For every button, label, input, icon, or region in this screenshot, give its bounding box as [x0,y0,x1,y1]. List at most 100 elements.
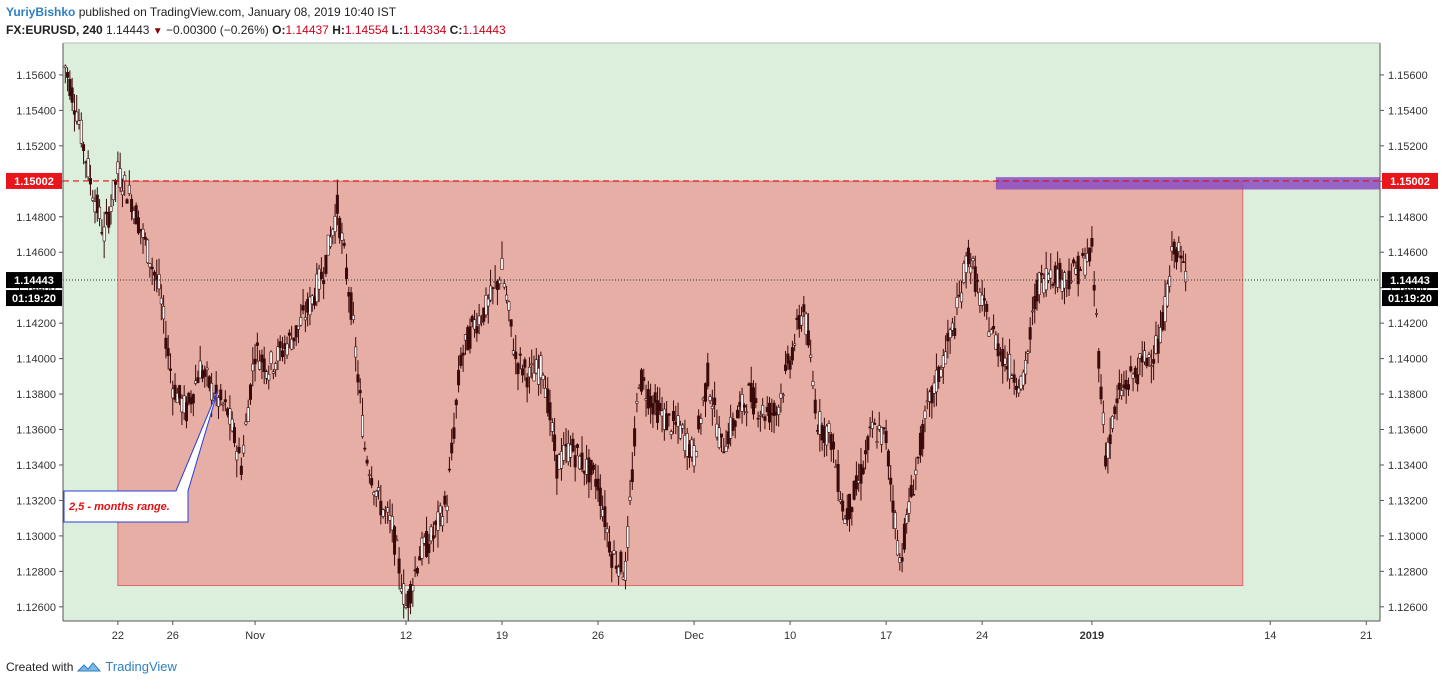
candle-body [395,539,399,542]
candle-body [500,258,504,270]
candle-body [148,263,152,268]
candle-body [939,369,943,378]
candle-body [969,266,973,274]
candle-body [591,464,595,470]
y-tick-label-right: 1.13000 [1388,531,1428,543]
purple-zone[interactable] [995,177,1380,190]
candle-body [367,474,371,476]
x-tick-label: Nov [245,630,265,642]
candle-body [1113,406,1117,415]
candle-body [861,467,865,474]
candle-body [754,398,758,404]
candle-body [703,383,707,402]
resistance-price-badge-left-text: 1.15002 [14,176,54,188]
current-price-badge-left[interactable]: 1.14443 [6,272,62,289]
candle-body [1069,280,1073,283]
close-value: 1.14443 [462,23,506,37]
author-name[interactable]: YuriyBishko [6,5,76,19]
candle-body [123,174,127,182]
candle-body [962,263,966,283]
candle-body [694,451,698,458]
tradingview-brand[interactable]: TradingView [105,659,177,674]
candle-body [907,501,911,514]
candle-body [832,441,836,450]
resistance-price-badge-left[interactable]: 1.15002 [6,172,62,189]
y-tick-label-left: 1.14800 [16,212,56,224]
candle-body [982,298,986,301]
countdown-badge-right[interactable]: 01:19:20 [1382,290,1438,307]
candle-body [196,377,200,383]
candle-body [818,411,822,435]
current-price-badge-right[interactable]: 1.14443 [1382,272,1438,289]
candle-body [333,216,337,232]
candle-body [502,283,506,288]
candle-body [676,415,680,427]
candle-body [118,168,122,188]
current-price-badge-right-text: 1.14443 [1390,275,1430,287]
candle-body [610,553,614,568]
candle-body [626,526,630,548]
candle-body [285,343,289,356]
created-with-label: Created with [6,659,74,674]
candle-body [125,199,129,204]
candle-body [1149,365,1153,367]
range-box[interactable] [117,180,1244,587]
published-text: published on TradingView.com, January 08… [78,5,397,19]
candle-body [768,402,772,423]
candle-body [303,317,307,321]
candle-body [479,321,483,323]
candle-body [571,438,575,452]
candle-body [228,408,232,425]
candle-body [489,285,493,301]
candle-body [619,551,623,572]
candle-body [88,178,92,185]
candle-body [162,305,166,320]
candle-body [354,346,358,358]
candle-body [950,322,954,331]
candle-body [246,407,250,422]
candle-body [909,485,913,497]
resistance-price-badge-right[interactable]: 1.15002 [1382,172,1438,189]
candle-body [598,487,602,506]
candle-body [377,487,381,492]
candle-body [971,258,975,262]
candle-body [280,350,284,358]
y-tick-label-right: 1.15400 [1388,105,1428,117]
candle-body [541,375,545,380]
candle-body [996,343,1000,357]
x-tick-label: 26 [592,630,604,642]
candle-body [653,392,657,403]
candle-body [669,431,673,435]
candle-body [475,326,479,334]
candle-body [530,363,534,366]
candle-body [1179,255,1183,259]
range-callout[interactable]: 2,5 - months range. [63,389,219,523]
candle-body [1126,384,1130,390]
candle-body [287,332,291,336]
candle-body [207,376,211,388]
candle-body [521,368,525,376]
candle-body [889,477,893,485]
candle-body [651,403,655,415]
candle-body [1163,296,1167,323]
candle-body [802,304,806,313]
y-tick-label-left: 1.15200 [16,141,56,153]
candle-body [671,411,675,422]
candle-body [1108,434,1112,445]
candle-body [514,351,518,360]
high-label: H: [332,23,345,37]
x-tick-label: 26 [167,630,179,642]
candle-body [784,364,788,371]
candle-body [964,255,968,273]
candle-body [772,402,776,416]
candle-body [374,490,378,497]
candle-body [230,418,234,432]
countdown-badge-left[interactable]: 01:19:20 [6,290,62,307]
candle-body [1159,327,1163,343]
candle-body [809,354,813,358]
callout-bubble[interactable] [63,389,219,523]
close-label: C: [449,23,463,37]
candle-body [441,516,445,527]
candle-body [146,239,150,264]
